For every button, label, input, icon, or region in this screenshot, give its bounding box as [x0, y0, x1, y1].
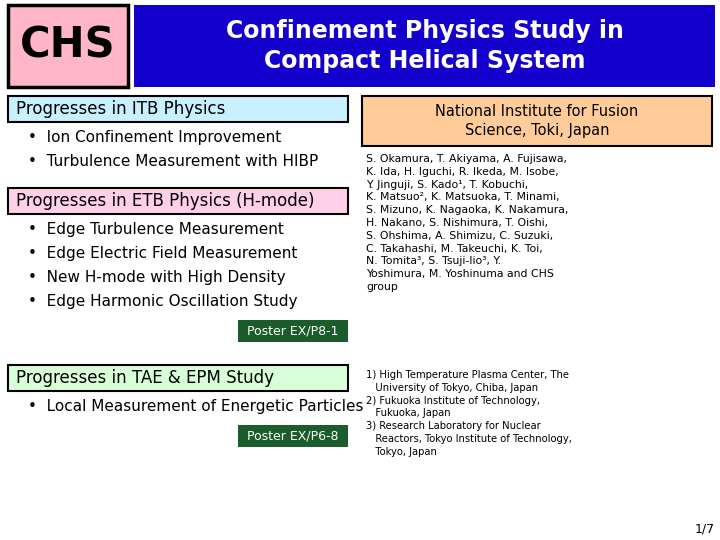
- Text: Progresses in ITB Physics: Progresses in ITB Physics: [16, 100, 225, 118]
- Text: Confinement Physics Study in
Compact Helical System: Confinement Physics Study in Compact Hel…: [225, 19, 624, 73]
- FancyBboxPatch shape: [8, 365, 348, 391]
- Text: 1) High Temperature Plasma Center, The
   University of Tokyo, Chiba, Japan
2) F: 1) High Temperature Plasma Center, The U…: [366, 370, 572, 457]
- FancyBboxPatch shape: [362, 96, 712, 146]
- Text: •  Local Measurement of Energetic Particles: • Local Measurement of Energetic Particl…: [28, 399, 364, 414]
- Text: •  Ion Confinement Improvement: • Ion Confinement Improvement: [28, 130, 282, 145]
- FancyBboxPatch shape: [238, 320, 348, 342]
- Text: •  Edge Harmonic Oscillation Study: • Edge Harmonic Oscillation Study: [28, 294, 297, 309]
- Text: Poster EX/P8-1: Poster EX/P8-1: [247, 325, 338, 338]
- Text: CHS: CHS: [20, 25, 116, 67]
- Text: Progresses in ETB Physics (H-mode): Progresses in ETB Physics (H-mode): [16, 192, 315, 210]
- Text: •  Edge Electric Field Measurement: • Edge Electric Field Measurement: [28, 246, 297, 261]
- Text: •  New H-mode with High Density: • New H-mode with High Density: [28, 270, 286, 285]
- FancyBboxPatch shape: [8, 5, 128, 87]
- Text: S. Okamura, T. Akiyama, A. Fujisawa,
K. Ida, H. Iguchi, R. Ikeda, M. Isobe,
Y. J: S. Okamura, T. Akiyama, A. Fujisawa, K. …: [366, 154, 568, 292]
- Text: 1/7: 1/7: [695, 522, 715, 535]
- Text: •  Turbulence Measurement with HIBP: • Turbulence Measurement with HIBP: [28, 154, 318, 169]
- Text: National Institute for Fusion
Science, Toki, Japan: National Institute for Fusion Science, T…: [436, 104, 639, 138]
- FancyBboxPatch shape: [8, 96, 348, 122]
- FancyBboxPatch shape: [134, 5, 715, 87]
- FancyBboxPatch shape: [8, 188, 348, 214]
- Text: Poster EX/P6-8: Poster EX/P6-8: [247, 429, 338, 442]
- Text: •  Edge Turbulence Measurement: • Edge Turbulence Measurement: [28, 222, 284, 237]
- Text: Progresses in TAE & EPM Study: Progresses in TAE & EPM Study: [16, 369, 274, 387]
- FancyBboxPatch shape: [238, 425, 348, 447]
